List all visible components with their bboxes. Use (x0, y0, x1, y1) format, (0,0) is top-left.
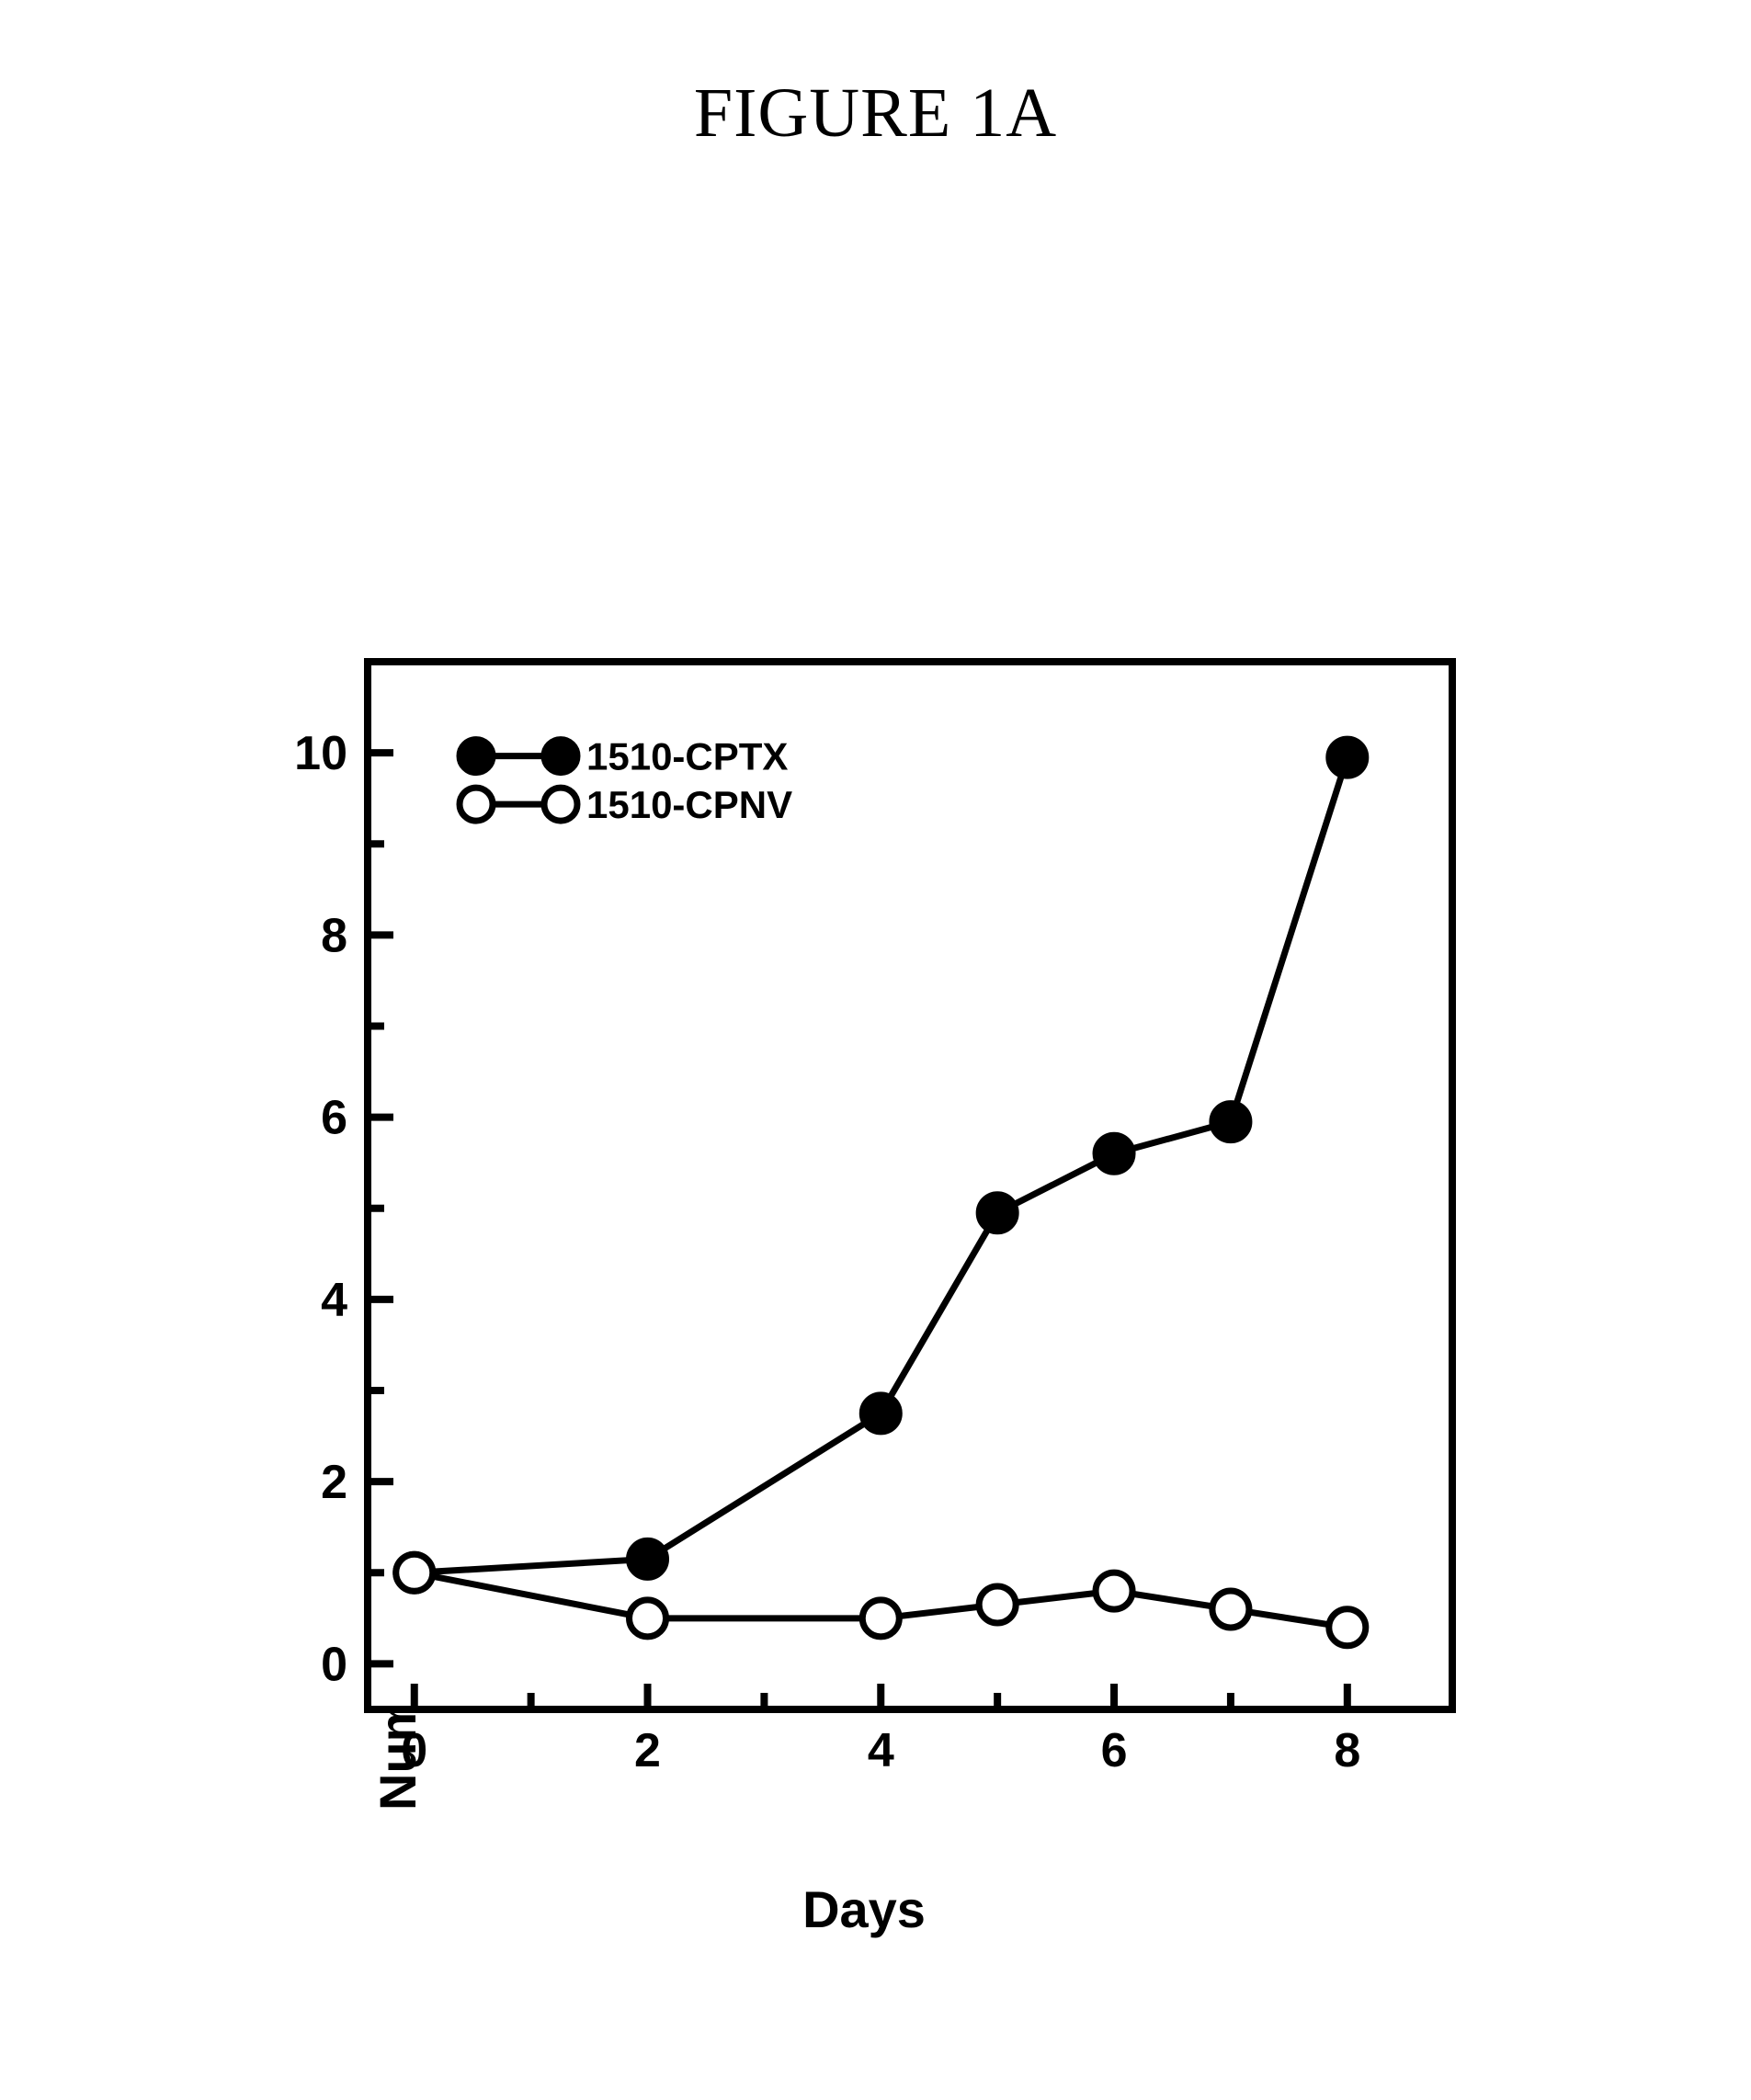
y-tick-label: 4 (321, 1274, 347, 1327)
x-tick-label: 4 (868, 1724, 894, 1777)
data-marker (1329, 739, 1366, 776)
data-marker (862, 1395, 899, 1432)
chart-container: Number of Cells (x 10-5) 024680246810151… (221, 643, 1507, 1976)
data-marker (979, 1586, 1016, 1623)
y-tick-label: 10 (294, 727, 347, 780)
y-tick-label: 6 (321, 1092, 347, 1145)
data-marker (862, 1600, 899, 1637)
data-marker (396, 1554, 433, 1591)
data-marker (1096, 1135, 1132, 1172)
y-tick-label: 2 (321, 1456, 347, 1509)
x-tick-label: 6 (1101, 1724, 1128, 1777)
data-marker (1329, 1609, 1366, 1646)
legend-label: 1510-CPTX (586, 734, 788, 778)
x-tick-label: 0 (401, 1724, 427, 1777)
x-axis-label: Days (221, 1879, 1507, 1939)
page: FIGURE 1A Number of Cells (x 10-5) 02468… (0, 0, 1751, 2100)
data-marker (1212, 1591, 1249, 1628)
data-marker (979, 1195, 1016, 1232)
figure-title: FIGURE 1A (0, 74, 1751, 153)
data-marker (630, 1600, 666, 1637)
data-marker (1212, 1104, 1249, 1141)
y-tick-label: 8 (321, 909, 347, 962)
legend-label: 1510-CPNV (586, 783, 792, 826)
x-tick-label: 8 (1334, 1724, 1360, 1777)
y-tick-label: 0 (321, 1638, 347, 1691)
x-tick-label: 2 (634, 1724, 661, 1777)
data-marker (630, 1540, 666, 1577)
data-marker (1096, 1572, 1132, 1609)
line-chart: 0 2 4 6 8 0 2 4 6 8 10 1510-CPTX 1510-CPNV (221, 643, 1507, 1838)
